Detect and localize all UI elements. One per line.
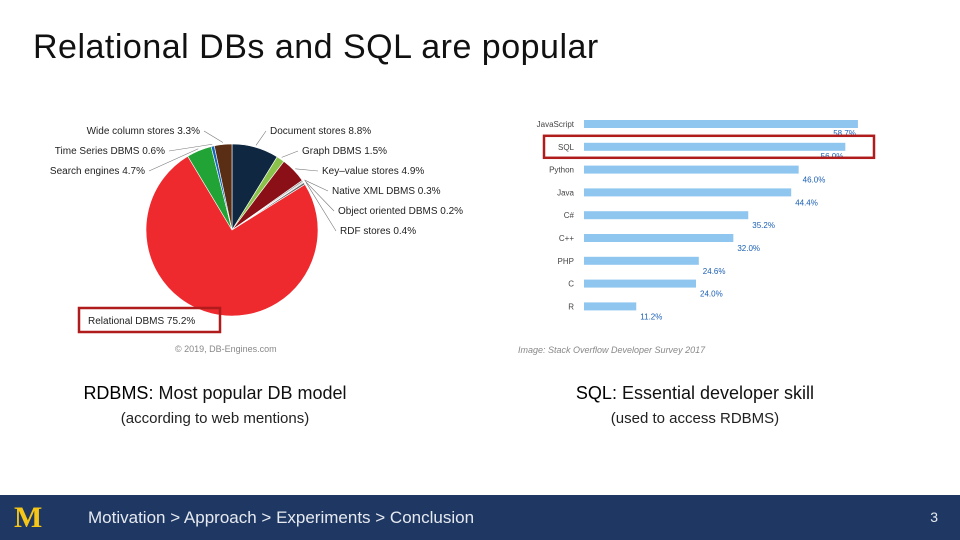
bar-value-javascript: 58.7% bbox=[833, 129, 856, 138]
slide-title: Relational DBs and SQL are popular bbox=[33, 28, 599, 66]
bar-r bbox=[584, 302, 637, 311]
left-caption: RDBMS: Most popular DB model (according … bbox=[55, 383, 375, 427]
footer-bar: M Motivation > Approach > Experiments > … bbox=[0, 495, 960, 540]
pie-leader-graph-dbms bbox=[281, 150, 299, 158]
pie-label-graph-dbms: Graph DBMS 1.5% bbox=[302, 146, 387, 157]
right-caption-sub: (used to access RDBMS) bbox=[610, 410, 780, 427]
breadcrumb: Motivation > Approach > Experiments > Co… bbox=[88, 508, 475, 527]
bar-value-r: 11.2% bbox=[640, 312, 662, 321]
bar-label-c: C bbox=[568, 280, 574, 289]
pie-slice-wide-column-stores bbox=[213, 143, 233, 231]
pie-leader-key-value-stores bbox=[295, 168, 319, 172]
bar-label-php: PHP bbox=[558, 257, 574, 266]
university-logo: M bbox=[14, 501, 43, 534]
bar-label-c: C++ bbox=[559, 234, 574, 243]
left-caption-lead: RDBMS: bbox=[83, 383, 154, 403]
pie-leader-search-engines bbox=[148, 148, 199, 172]
sql-highlight-box bbox=[542, 134, 876, 160]
pie-label-relational-dbms: Relational DBMS 75.2% bbox=[88, 316, 195, 327]
bar-label-r: R bbox=[568, 302, 574, 311]
db-popularity-pie-chart: Relational DBMS 75.2% Document stores 8.8… bbox=[50, 126, 463, 354]
pie-slice-relational-dbms bbox=[145, 155, 319, 317]
right-caption-lead: SQL: bbox=[575, 383, 617, 403]
pie-leader-rdf-stores bbox=[305, 182, 337, 232]
page-number: 3 bbox=[930, 509, 938, 525]
pie-leader-time-series-dbms bbox=[168, 143, 213, 152]
relational-highlight-box bbox=[77, 306, 222, 334]
bar-value-c: 32.0% bbox=[737, 244, 760, 253]
pie-label-native-xml-dbms: Native XML DBMS 0.3% bbox=[332, 186, 441, 197]
bar-credit: Image: Stack Overflow Developer Survey 2… bbox=[518, 345, 706, 355]
pie-label-object-oriented-dbms: Object oriented DBMS 0.2% bbox=[338, 206, 463, 217]
pie-label-time-series-dbms: Time Series DBMS 0.6% bbox=[55, 146, 165, 157]
bar-php bbox=[584, 256, 699, 265]
bar-value-java: 44.4% bbox=[795, 198, 818, 207]
bar-value-c: 35.2% bbox=[752, 221, 775, 230]
bar-value-php: 24.6% bbox=[703, 267, 726, 276]
pie-leader-document-stores bbox=[255, 130, 267, 146]
bar-c bbox=[584, 234, 734, 242]
right-caption-text: Essential developer skill bbox=[616, 383, 815, 403]
bar-label-javascript: JavaScript bbox=[537, 120, 575, 129]
pie-leader-native-xml-dbms bbox=[304, 179, 329, 192]
left-caption-text: Most popular DB model bbox=[153, 383, 347, 403]
pie-leader-object-oriented-dbms bbox=[304, 180, 335, 212]
bar-sql bbox=[584, 142, 846, 151]
bar-value-sql: 56.0% bbox=[821, 152, 844, 161]
pie-credit: © 2019, DB-Engines.com bbox=[175, 344, 277, 354]
pie-label-search-engines: Search engines 4.7% bbox=[50, 166, 145, 177]
pie-label-document-stores: Document stores 8.8% bbox=[270, 126, 371, 137]
bar-c bbox=[584, 279, 696, 288]
bar-c bbox=[584, 211, 749, 220]
pie-label-wide-column-stores: Wide column stores 3.3% bbox=[87, 126, 200, 137]
right-caption: SQL: Essential developer skill (used to … bbox=[540, 383, 850, 427]
bar-label-sql: SQL bbox=[558, 143, 575, 152]
pie-label-rdf-stores: RDF stores 0.4% bbox=[340, 226, 416, 237]
bar-javascript bbox=[584, 120, 858, 128]
bar-java bbox=[584, 188, 792, 197]
left-caption-sub: (according to web mentions) bbox=[120, 410, 310, 427]
bar-label-c: C# bbox=[564, 211, 575, 220]
bar-python bbox=[584, 165, 799, 174]
bar-value-c: 24.0% bbox=[700, 290, 723, 299]
bar-label-java: Java bbox=[557, 188, 574, 197]
pie-label-key-value-stores: Key–value stores 4.9% bbox=[322, 166, 424, 177]
bar-value-python: 46.0% bbox=[803, 176, 826, 185]
pie-leader-wide-column-stores bbox=[203, 130, 224, 143]
bar-label-python: Python bbox=[549, 166, 574, 175]
language-usage-bar-chart: JavaScript 58.7% SQL 56.0% Python 46.0% Java 44… bbox=[518, 120, 876, 355]
